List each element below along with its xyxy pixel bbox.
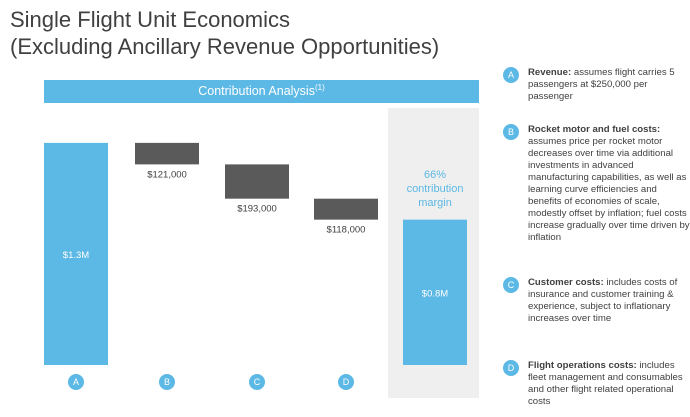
title-line-2: (Excluding Ancillary Revenue Opportuniti… [10, 34, 440, 59]
banner-label: Contribution Analysis [198, 84, 315, 98]
legend-body-b: assumes price per rocket motor decreases… [528, 136, 690, 243]
title-line-1: Single Flight Unit Economics [10, 7, 291, 32]
legend-badge-d: D [503, 360, 519, 376]
data-label-1: $121,000 [147, 169, 187, 180]
category-badge-d [338, 374, 354, 390]
bar-total [403, 219, 467, 365]
legend-badge-c: C [503, 277, 519, 293]
legend-text-d: Flight operations costs: includes fleet … [528, 360, 690, 408]
data-label-4: $0.8M [422, 288, 448, 299]
legend-body-d: includes fleet management and consumable… [528, 360, 683, 407]
bar-b [135, 142, 199, 165]
data-label-3: $118,000 [327, 225, 366, 236]
legend-text-c: Customer costs: includes costs of insura… [528, 277, 690, 325]
margin-annotation-line-2: contribution [407, 183, 464, 195]
margin-annotation-line-1: 66% [424, 169, 446, 181]
category-label-a: A [73, 377, 79, 387]
margin-annotation-line-3: margin [418, 197, 452, 209]
legend-heading-c: Customer costs: [528, 277, 604, 288]
bar-a [44, 142, 108, 365]
banner-footnote: (1) [314, 82, 325, 92]
legend-badge-a: A [503, 67, 519, 83]
legend-text-b: Rocket motor and fuel costs: assumes pri… [528, 124, 690, 244]
data-label-0: $1.3M [63, 250, 89, 261]
legend-body-a: assumes flight carries 5 passengers at $… [528, 67, 675, 102]
bar-c [225, 164, 289, 199]
category-badge-b [159, 374, 175, 390]
category-badge-c [249, 374, 265, 390]
waterfall-chart: $1.3M $121,000 $193,000 $118,000 $0.8M A B C D 66… [44, 142, 467, 390]
category-label-c: C [254, 377, 261, 387]
category-label-d: D [343, 377, 350, 387]
legend-heading-b: Rocket motor and fuel costs: [528, 124, 661, 135]
legend-body-c: includes costs of insurance and customer… [528, 277, 678, 324]
data-label-2: $193,000 [237, 204, 277, 215]
bar-d [314, 198, 378, 220]
page-title: Single Flight Unit Economics (Excluding … [10, 6, 490, 60]
contribution-analysis-banner: Contribution Analysis(1) [44, 80, 479, 103]
legend-heading-d: Flight operations costs: [528, 360, 637, 371]
category-label-b: B [164, 377, 170, 387]
legend-badge-b: B [503, 124, 519, 140]
legend-text-a: Revenue: assumes flight carries 5 passen… [528, 67, 690, 103]
legend-heading-a: Revenue: [528, 67, 572, 78]
category-badge-a [68, 374, 84, 390]
